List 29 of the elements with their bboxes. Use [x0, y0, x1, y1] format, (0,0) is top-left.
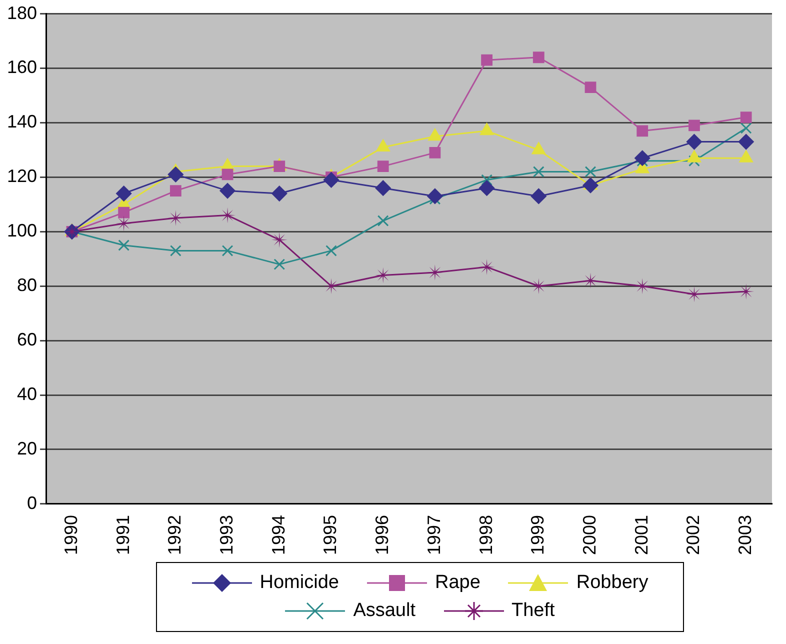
x-tick-label: 2001 [631, 514, 652, 556]
x-tick-label: 1992 [164, 514, 185, 556]
x-tick-label: 1991 [112, 514, 133, 556]
y-tick-label: 80 [17, 275, 38, 296]
legend-label: Robbery [576, 572, 648, 594]
legend-label: Rape [434, 572, 480, 594]
y-tick-label: 60 [17, 330, 38, 350]
x-tick-label: 1996 [372, 514, 392, 556]
y-tick-label: 0 [27, 492, 38, 513]
legend-label: Theft [512, 600, 555, 622]
y-tick-label: 120 [6, 166, 38, 186]
y-tick-label: 100 [6, 220, 38, 241]
x-tick-label: 2003 [735, 514, 756, 556]
x-tick-label: 1997 [424, 514, 444, 556]
y-tick-label: 140 [6, 112, 38, 132]
y-tick-label: 160 [6, 57, 38, 78]
x-tick-label: 1993 [216, 514, 236, 556]
x-tick-label: 2000 [579, 514, 600, 556]
x-tick-label: 1990 [60, 514, 81, 556]
y-tick-label: 180 [6, 2, 38, 23]
y-tick-label: 40 [17, 384, 38, 404]
x-tick-label: 1998 [476, 514, 496, 556]
x-tick-label: 1999 [528, 514, 548, 556]
x-tick-label: 1994 [268, 514, 288, 556]
x-tick-label: 1995 [320, 514, 340, 556]
x-tick-label: 2002 [683, 514, 704, 556]
legend-label: Homicide [260, 572, 339, 594]
legend-label: Assault [353, 600, 416, 622]
y-tick-label: 20 [17, 438, 38, 458]
